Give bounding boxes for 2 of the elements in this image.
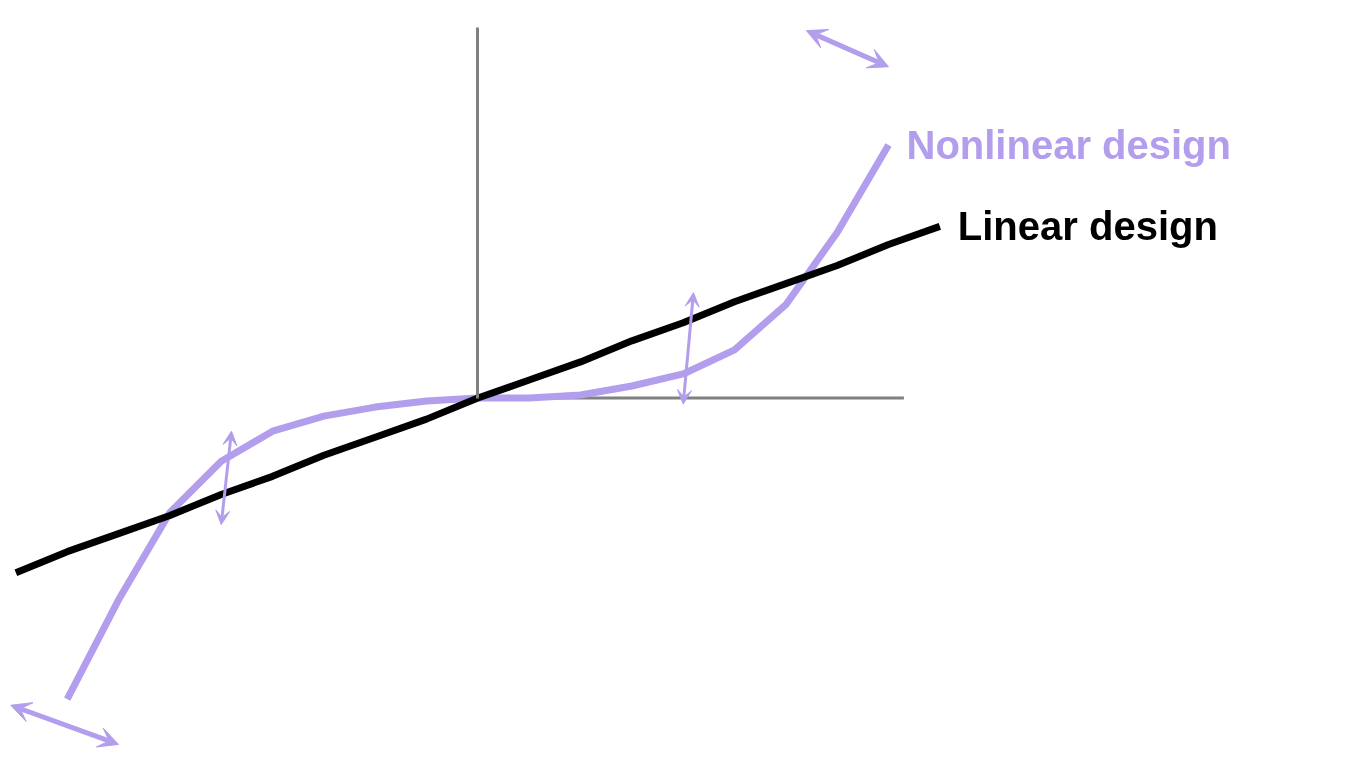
series-label: Linear design [957,204,1218,249]
series-label: Nonlinear design [906,123,1231,168]
